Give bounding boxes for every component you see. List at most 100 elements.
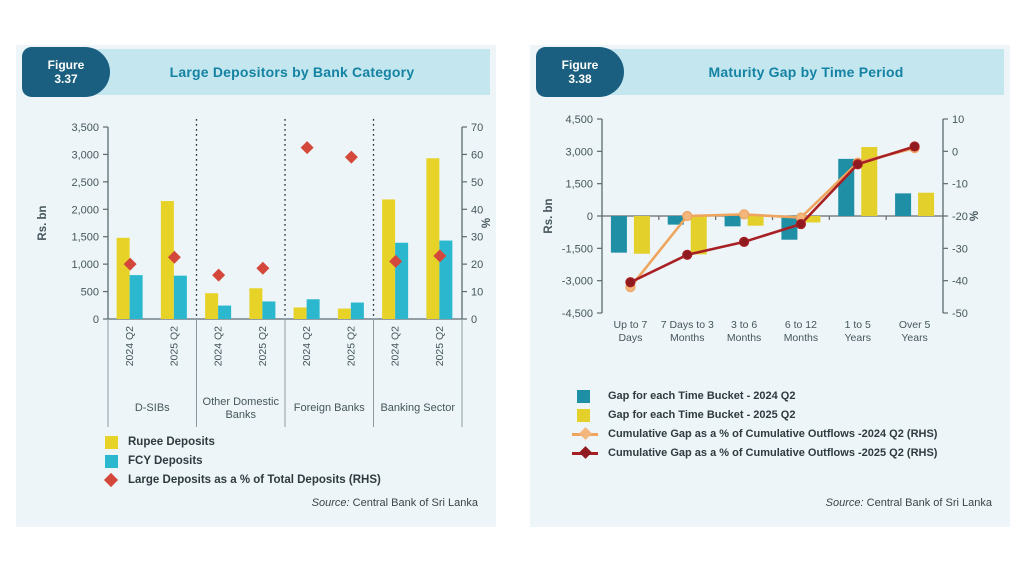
y-axis-right-tick-label: -30	[952, 243, 968, 255]
legend-line-diamond-icon	[579, 446, 592, 459]
y-axis-right-tick-label: 60	[471, 149, 483, 161]
legend-square-marker	[98, 435, 128, 449]
legend-label: Gap for each Time Bucket - 2025 Q2	[608, 409, 796, 421]
y-axis-left-tick-label: 1,500	[71, 232, 99, 244]
source-label: Source:	[825, 497, 864, 509]
y-axis-left-tick-label: 500	[81, 287, 99, 299]
group-label: Banking Sector	[380, 402, 455, 414]
category-label: 2025 Q2	[168, 326, 180, 366]
line-marker	[852, 159, 863, 170]
legend-diamond-icon	[103, 472, 119, 488]
category-label: Years	[901, 332, 927, 344]
legend-item: FCY Deposits	[98, 454, 381, 468]
legend-diamond-marker	[98, 472, 128, 488]
category-label: 2025 Q2	[345, 326, 357, 366]
large-deposits-diamond-marker	[300, 141, 314, 155]
legend-square-marker	[570, 389, 608, 403]
cumulative-gap-2025-line	[629, 145, 915, 284]
category-label: Months	[727, 332, 761, 344]
y-axis-left-tick-label: 0	[93, 314, 99, 326]
legend-label: Gap for each Time Bucket - 2024 Q2	[608, 390, 796, 402]
category-label: Over 5	[899, 319, 931, 331]
gap-2024-bar	[667, 216, 684, 225]
y-axis-left-tick-label: 1,500	[565, 179, 593, 191]
gap-2024-bar	[895, 193, 912, 216]
legend-swatch-icon	[105, 435, 118, 449]
rupee-deposits-bar	[160, 201, 174, 319]
category-label: Months	[784, 332, 818, 344]
gap-2025-bar	[804, 216, 821, 223]
category-label: 1 to 5	[845, 319, 871, 331]
y-axis-left-tick-label: 2,500	[71, 177, 99, 189]
rupee-deposits-bar	[116, 237, 130, 319]
legend-square-marker	[570, 408, 608, 422]
legend-swatch-icon	[105, 454, 118, 468]
group-label: Foreign Banks	[294, 402, 365, 414]
legend-swatch-icon	[577, 408, 590, 422]
large-deposits-diamond-marker	[344, 150, 358, 164]
legend-label: Large Deposits as a % of Total Deposits …	[128, 474, 381, 486]
y-axis-right-tick-label: 30	[471, 232, 483, 244]
legend-line-icon	[572, 427, 598, 440]
rupee-deposits-bar	[293, 307, 307, 319]
large-deposits-diamond-marker	[433, 249, 447, 263]
y-axis-left-title: Rs. bn	[543, 198, 555, 233]
large-depositors-chart-canvas: 0 500 1,000 1,500 2,000 2,500 3,000 3,500 0 10 20 3…	[37, 119, 493, 427]
fcy-deposits-bar	[262, 301, 276, 319]
category-label: Days	[618, 332, 642, 344]
line-marker	[909, 141, 920, 152]
legend-square-marker	[98, 454, 128, 468]
legend-swatch-icon	[577, 389, 590, 403]
category-label: Years	[845, 332, 871, 344]
y-axis-right-tick-label: 0	[952, 146, 958, 158]
rupee-deposits-bar	[426, 158, 440, 319]
line-marker	[738, 209, 750, 220]
category-label: 2025 Q2	[434, 326, 446, 366]
gap-2025-bar	[918, 192, 935, 216]
legend-label: FCY Deposits	[128, 455, 203, 467]
category-label: 7 Days to 3	[661, 319, 714, 331]
maturity-gap-chart-canvas: -4,500 -3,000 -1,500 0 1,500 3,000 4,500 -50 -40…	[543, 114, 981, 344]
fcy-deposits-bar	[306, 299, 320, 319]
y-axis-left-title: Rs. bn	[37, 205, 49, 240]
fcy-deposits-bar	[350, 302, 364, 319]
y-axis-left-tick-label: 3,000	[71, 149, 99, 161]
category-label: 2025 Q2	[257, 326, 269, 366]
fcy-deposits-bar	[173, 275, 187, 319]
y-axis-left-tick-label: 0	[587, 211, 593, 223]
category-label: 2024 Q2	[390, 326, 402, 366]
large-deposits-diamond-marker	[389, 254, 403, 268]
fcy-deposits-bar	[218, 305, 232, 319]
group-label: Banks	[225, 409, 256, 421]
y-axis-right-tick-label: 20	[471, 259, 483, 271]
fcy-deposits-bar	[395, 242, 409, 319]
source-text: Central Bank of Sri Lanka	[866, 497, 992, 509]
legend-label: Cumulative Gap as a % of Cumulative Outf…	[608, 447, 938, 459]
legend-item: Large Deposits as a % of Total Deposits …	[98, 472, 381, 488]
line-marker	[682, 210, 693, 222]
legend-item: Gap for each Time Bucket - 2025 Q2	[570, 408, 937, 422]
line-marker	[795, 218, 807, 230]
gap-2025-bar	[747, 216, 764, 226]
legend-line-icon	[572, 446, 598, 459]
figure-badge: Figure 3.38	[536, 47, 624, 97]
gap-2024-bar	[610, 216, 627, 253]
group-label: Other Domestic	[203, 396, 280, 408]
legend-line-diamond-icon	[579, 427, 592, 440]
legend-line-marker	[570, 446, 608, 459]
y-axis-right-tick-label: 0	[471, 314, 477, 326]
y-axis-right-tick-label: 10	[952, 114, 964, 126]
gap-2025-bar	[861, 147, 878, 216]
y-axis-left-tick-label: 3,000	[565, 146, 593, 158]
y-axis-right-tick-label: -40	[952, 276, 968, 288]
rupee-deposits-bar	[337, 308, 351, 319]
category-label: Up to 7	[613, 319, 647, 331]
source-note: Source: Central Bank of Sri Lanka	[312, 497, 478, 509]
y-axis-right-tick-label: 70	[471, 122, 483, 134]
line-marker	[738, 236, 750, 247]
y-axis-right-tick-label: -10	[952, 179, 968, 191]
y-axis-right-tick-label: 40	[471, 204, 483, 216]
y-axis-right-title: %	[969, 211, 981, 221]
y-axis-left-tick-label: -4,500	[562, 308, 593, 320]
